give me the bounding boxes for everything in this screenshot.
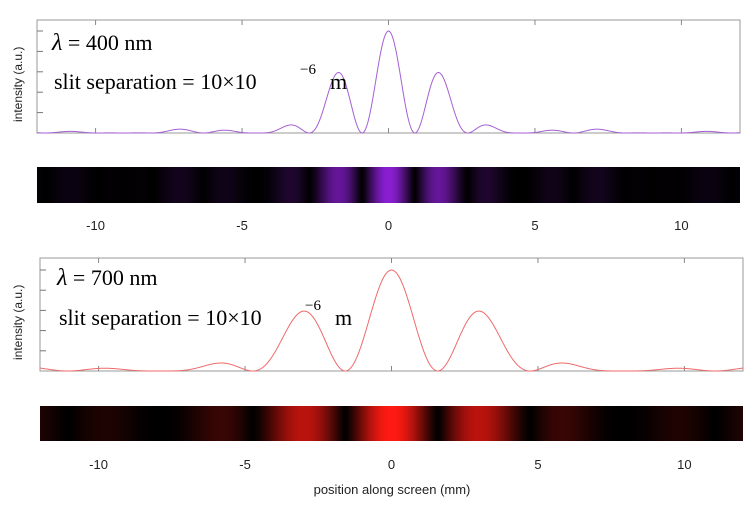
- x-tick-label: 10: [677, 457, 691, 472]
- panel-400nm: intensity (a.u.) λ = 400 nm slit separat…: [11, 19, 741, 233]
- x-tick-label: -10: [89, 457, 108, 472]
- x-tick-label: 0: [388, 457, 395, 472]
- x-tick-label: -10: [86, 218, 105, 233]
- x-tick-label: 10: [674, 218, 688, 233]
- annotation-slit-unit-700nm: m: [335, 305, 352, 330]
- fringe-strip-400nm: [37, 167, 740, 203]
- y-ticks-700nm: [40, 269, 46, 352]
- y-axis-label-700nm: intensity (a.u.): [11, 285, 25, 360]
- intensity-curve-400nm: [36, 30, 741, 134]
- x-tick-label: 0: [385, 218, 392, 233]
- annotation-wavelength-700nm: λ = 700 nm: [56, 265, 157, 291]
- x-tick-label: 5: [534, 457, 541, 472]
- fringe-strip-700nm: [40, 406, 743, 441]
- x-tick-label: -5: [236, 218, 248, 233]
- x-tick-labels-400nm: -10 -5 0 5 10: [86, 218, 688, 233]
- x-tick-labels-700nm: -10 -5 0 5 10: [89, 457, 691, 472]
- lambda-value: = 400 nm: [62, 30, 152, 55]
- y-axis-label-400nm: intensity (a.u.): [11, 47, 25, 122]
- annotation-slit-exponent-700nm: −6: [305, 298, 321, 314]
- annotation-slit-exponent-400nm: −6: [300, 62, 316, 78]
- panel-700nm: intensity (a.u.) λ = 700 nm slit separat…: [11, 257, 744, 497]
- y-ticks-400nm: [37, 30, 43, 114]
- x-tick-label: 5: [531, 218, 538, 233]
- lambda-symbol: λ: [51, 30, 62, 56]
- annotation-wavelength-400nm: λ = 400 nm: [51, 30, 152, 56]
- annotation-slit-unit-400nm: m: [330, 69, 347, 94]
- x-tick-label: -5: [239, 457, 251, 472]
- lambda-value: = 700 nm: [67, 265, 157, 290]
- intensity-curve-700nm: [39, 269, 744, 372]
- x-ticks-700nm: [98, 258, 685, 371]
- annotation-slit-700nm: slit separation = 10×10: [59, 305, 262, 330]
- lambda-symbol: λ: [56, 265, 67, 291]
- annotation-slit-400nm: slit separation = 10×10: [54, 69, 257, 94]
- x-axis-label: position along screen (mm): [314, 482, 471, 497]
